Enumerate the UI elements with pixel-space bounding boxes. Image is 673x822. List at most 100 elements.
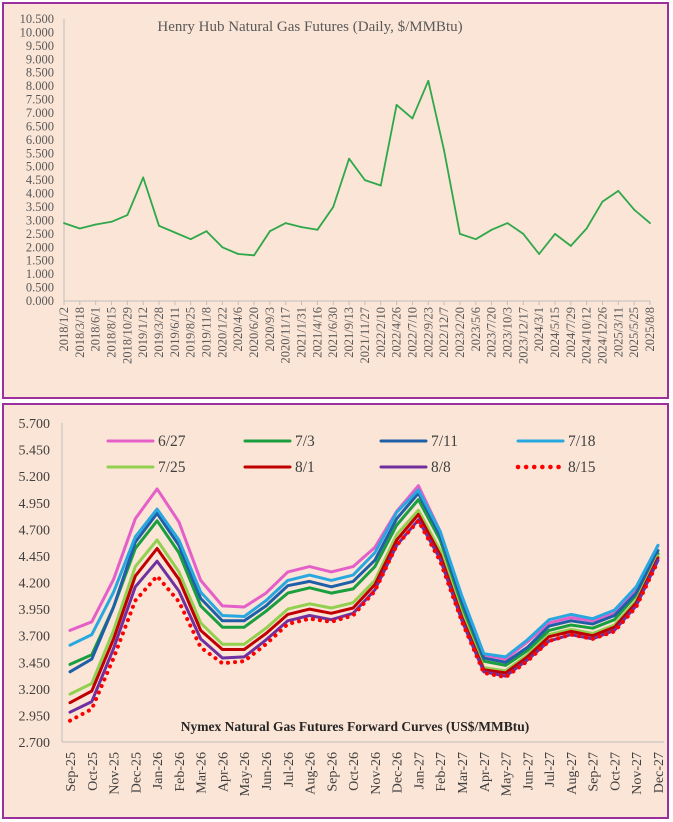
y-tick-label: 0.500	[26, 281, 54, 295]
x-tick-label: 2025/8/8	[643, 307, 657, 351]
data-point	[189, 238, 192, 241]
x-tick-label: 2018/10/29	[120, 307, 134, 364]
data-point	[490, 228, 493, 231]
x-tick-label: Apr-26	[216, 752, 231, 792]
legend-item: 7/3	[243, 433, 315, 450]
x-tick-label: Aug-26	[304, 752, 319, 795]
x-tick-label: Feb-27	[434, 752, 449, 792]
y-tick-label: 6.500	[26, 119, 54, 133]
x-tick-label: 2019/8/25	[184, 307, 198, 358]
x-tick-label: 2024/3/1	[532, 307, 546, 351]
x-tick-label: 2023/5/6	[469, 307, 483, 351]
data-point	[411, 117, 414, 120]
data-point	[78, 227, 81, 230]
data-point	[538, 253, 541, 255]
y-tick-label: 3.950	[19, 603, 51, 618]
legend-label: 8/8	[431, 459, 451, 476]
y-tick-label: 0.000	[26, 294, 54, 308]
x-tick-label: 2022/9/23	[421, 307, 435, 358]
data-point	[364, 179, 366, 182]
y-tick-label: 5.500	[26, 146, 54, 160]
y-tick-label: 5.700	[19, 417, 51, 432]
x-tick-label: 2023/2/20	[453, 307, 467, 358]
x-tick-label: Aug-27	[565, 752, 580, 795]
data-point	[522, 232, 525, 235]
x-tick-label: Oct-27	[608, 752, 623, 791]
legend-item: 7/25	[106, 459, 186, 476]
x-tick-label: 2020/1/22	[215, 307, 229, 358]
y-tick-label: 10.000	[20, 25, 54, 39]
y-tick-label: 3.450	[19, 656, 51, 671]
data-point	[459, 232, 461, 235]
x-tick-label: 2022/4/26	[390, 307, 404, 358]
y-tick-label: 1.000	[26, 267, 54, 281]
y-tick-label: 9.000	[26, 52, 54, 66]
data-point	[379, 184, 382, 187]
x-tick-label: 2025/3/11	[611, 307, 625, 357]
chart-title: Nymex Natural Gas Futures Forward Curves…	[181, 719, 529, 734]
data-point	[427, 79, 430, 82]
legend-label: 8/15	[568, 459, 596, 476]
y-tick-label: 4.500	[26, 173, 54, 187]
y-tick-label: 4.700	[19, 523, 51, 538]
x-tick-label: 2023/10/3	[500, 307, 514, 358]
data-point	[126, 214, 129, 216]
y-tick-label: 8.500	[26, 66, 54, 80]
data-point	[585, 227, 588, 230]
x-tick-label: 2018/8/15	[105, 307, 119, 358]
data-point	[268, 230, 271, 233]
legend-label: 7/25	[158, 459, 186, 476]
x-tick-label: 2020/11/17	[279, 307, 293, 363]
x-tick-label: 2021/4/16	[310, 307, 324, 358]
x-tick-label: 2019/11/8	[200, 307, 214, 357]
x-tick-label: Dec-26	[391, 752, 406, 793]
x-tick-label: May-26	[238, 752, 253, 796]
spot-price-chart: Henry Hub Natural Gas Futures (Daily, $/…	[20, 12, 657, 364]
x-tick-label: May-27	[500, 752, 515, 796]
x-tick-label: Apr-27	[478, 752, 493, 792]
x-tick-label: Mar-26	[195, 752, 210, 794]
data-point	[63, 222, 65, 225]
y-tick-label: 9.500	[26, 39, 54, 53]
data-point	[110, 220, 113, 223]
legend-label: 7/11	[431, 433, 458, 450]
x-tick-label: Nov-27	[630, 752, 645, 795]
legend-item: 6/27	[106, 433, 186, 450]
x-tick-label: Sep-27	[587, 752, 602, 792]
series-line-8-15	[68, 518, 660, 723]
x-tick-label: 2023/7/20	[485, 307, 499, 358]
y-tick-label: 3.000	[26, 213, 54, 227]
x-tick-label: 2024/5/15	[548, 307, 562, 358]
data-point	[300, 226, 303, 229]
y-tick-label: 5.000	[26, 160, 54, 174]
data-point	[284, 222, 287, 225]
chart-title: Henry Hub Natural Gas Futures (Daily, $/…	[157, 19, 462, 35]
y-tick-label: 3.500	[26, 200, 54, 214]
x-tick-label: Dec-27	[652, 752, 667, 793]
legend-item: 8/8	[379, 459, 451, 476]
legend-label: 8/1	[295, 459, 315, 476]
y-tick-label: 2.000	[26, 240, 54, 254]
x-tick-label: 2021/11/27	[358, 307, 372, 363]
x-tick-label: 2022/7/10	[405, 307, 419, 358]
series-line-henry-hub	[63, 79, 651, 257]
x-tick-label: 2021/9/13	[342, 307, 356, 358]
data-point	[142, 176, 145, 179]
x-tick-label: Jul-27	[543, 752, 558, 787]
data-point	[158, 224, 160, 227]
data-point	[316, 228, 319, 231]
x-tick-label: Jul-26	[282, 752, 297, 787]
data-point	[332, 206, 335, 208]
legend-item: 7/18	[516, 433, 596, 450]
x-tick-label: Dec-25	[129, 752, 144, 793]
y-tick-label: 4.000	[26, 187, 54, 201]
x-tick-label: 2022/12/7	[437, 307, 451, 358]
x-tick-label: Feb-26	[173, 752, 188, 792]
data-point	[569, 245, 572, 247]
series-line-7-11	[68, 491, 660, 674]
x-tick-label: 2020/4/6	[231, 307, 245, 351]
series-line-7-3	[68, 498, 660, 667]
data-point	[253, 254, 255, 257]
series-line-8-1	[68, 512, 660, 705]
y-tick-label: 6.000	[26, 133, 54, 147]
